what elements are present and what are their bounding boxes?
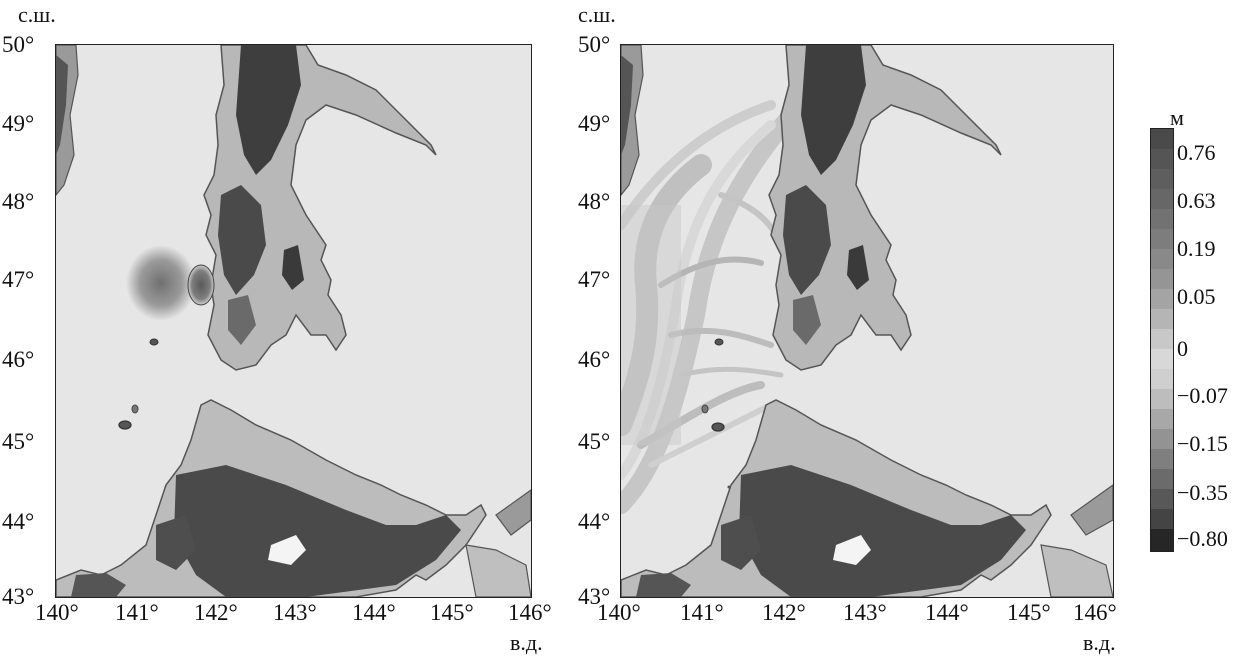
lat-tick: 48°: [2, 189, 35, 214]
latitude-unit: с.ш.: [18, 2, 56, 27]
lon-tick: 145°: [430, 600, 474, 625]
lat-tick: 48°: [578, 189, 611, 214]
colorbar-tick: 0.63: [1177, 188, 1216, 213]
lat-tick: 45°: [2, 429, 35, 454]
lat-tick: 50°: [2, 32, 35, 57]
lon-tick: 141°: [680, 600, 724, 625]
lat-tick: 43°: [578, 584, 611, 609]
lon-tick: 143°: [843, 600, 887, 625]
lat-tick: 43°: [2, 584, 35, 609]
terrain-map: [621, 45, 1113, 597]
colorbar-tick: 0.76: [1177, 140, 1216, 165]
lat-tick: 44°: [2, 509, 35, 534]
colorbar-tick: 0.19: [1177, 236, 1216, 261]
lon-tick: 141°: [115, 600, 159, 625]
colorbar-tick: −0.07: [1177, 383, 1228, 408]
colorbar-tick: −0.15: [1177, 431, 1228, 456]
map-area: [620, 44, 1114, 598]
lat-tick: 47°: [2, 267, 35, 292]
colorbar-tick: −0.35: [1177, 480, 1228, 505]
lat-tick: 49°: [2, 111, 35, 136]
map-panel-left: с.ш. 50° 49° 48° 47° 46° 45° 44° 43°: [0, 0, 570, 655]
latitude-unit: с.ш.: [578, 2, 616, 27]
map-area: [55, 44, 532, 598]
lat-tick: 46°: [2, 347, 35, 372]
lon-tick: 140°: [35, 600, 79, 625]
lat-tick: 47°: [578, 267, 611, 292]
lat-tick: 45°: [578, 429, 611, 454]
lon-tick: 140°: [597, 600, 641, 625]
lat-tick: 44°: [578, 509, 611, 534]
lon-tick: 143°: [273, 600, 317, 625]
longitude-unit: в.д.: [1083, 630, 1116, 655]
colorbar-scale: [1150, 128, 1174, 552]
lon-tick: 142°: [194, 600, 238, 625]
colorbar-legend: м 0.76 0.63 0.19 0.05 0 −: [1150, 105, 1247, 552]
lat-tick: 46°: [578, 347, 611, 372]
map-panel-right: с.ш. 50° 49° 48° 47° 46° 45° 44° 43°: [575, 0, 1135, 655]
colorbar-tick: −0.80: [1177, 526, 1228, 551]
terrain-map: [56, 45, 531, 597]
lon-tick: 142°: [762, 600, 806, 625]
longitude-unit: в.д.: [510, 630, 543, 655]
colorbar-tick: 0.05: [1177, 284, 1216, 309]
lat-tick: 49°: [578, 111, 611, 136]
colorbar-unit: м: [1170, 105, 1184, 130]
lon-tick: 144°: [925, 600, 969, 625]
lon-tick: 145°: [1007, 600, 1051, 625]
lat-tick: 50°: [578, 32, 611, 57]
lon-tick: 144°: [352, 600, 396, 625]
lon-tick: 146°: [1073, 600, 1117, 625]
colorbar-tick: 0: [1177, 336, 1188, 361]
lon-tick: 146°: [508, 600, 552, 625]
